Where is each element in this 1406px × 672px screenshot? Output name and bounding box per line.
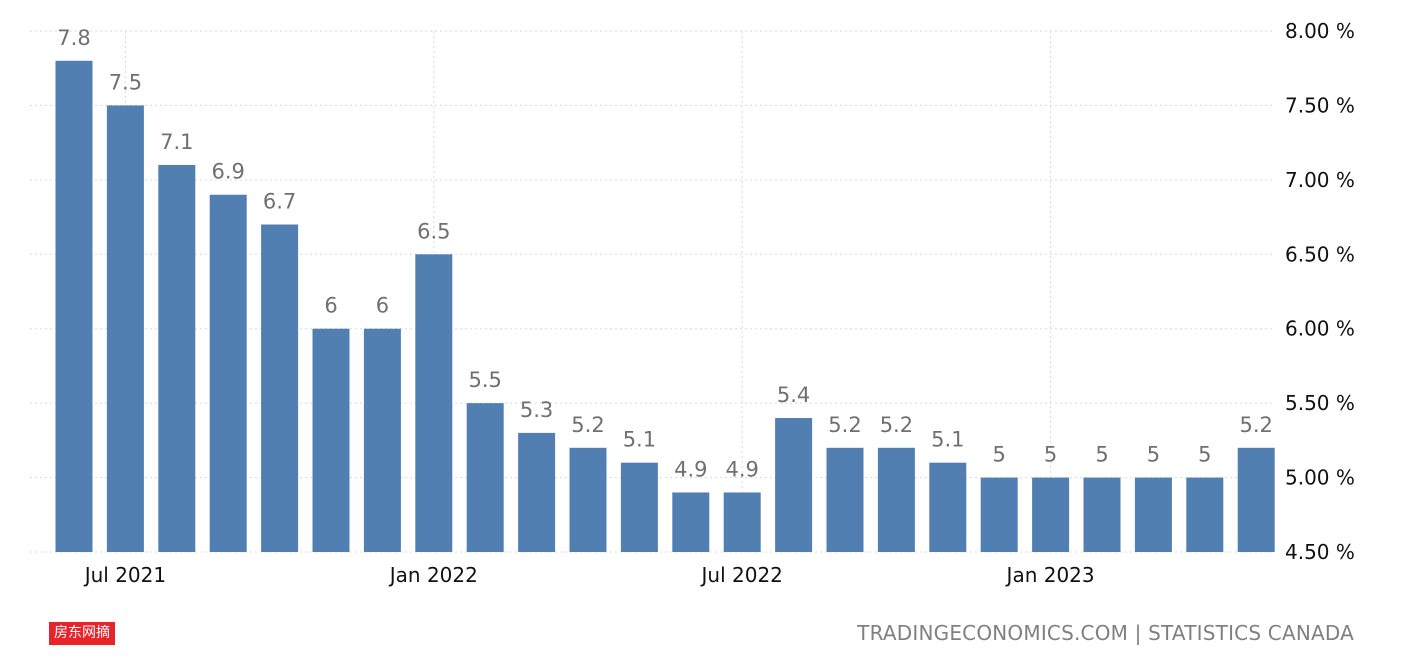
y-tick-label: 8.00 % [1285, 19, 1355, 43]
bar-value-label: 7.5 [109, 70, 142, 94]
bar-value-label: 6.5 [417, 219, 450, 243]
bar-value-label: 7.1 [160, 130, 193, 154]
bar [775, 418, 813, 552]
bar [261, 224, 299, 552]
bar [209, 194, 247, 552]
bar [569, 447, 607, 552]
bar [1134, 477, 1172, 552]
bar [929, 462, 967, 552]
bar-value-label: 6 [376, 294, 389, 318]
y-tick-label: 5.50 % [1285, 391, 1355, 415]
y-tick-label: 5.00 % [1285, 466, 1355, 490]
bar [518, 432, 556, 552]
x-tick-label: Jul 2022 [700, 563, 783, 587]
bar-value-label: 5.1 [931, 428, 964, 452]
bar [158, 164, 196, 552]
bar-value-label: 5 [1198, 443, 1211, 467]
watermark-badge: 房东网摘 [49, 622, 115, 645]
x-tick-label: Jul 2021 [83, 563, 166, 587]
bar-value-label: 6 [324, 294, 337, 318]
bar [466, 403, 504, 552]
bar-value-label: 4.9 [674, 457, 707, 481]
bar-value-label: 5.2 [1239, 413, 1272, 437]
bar [723, 492, 761, 552]
bar [826, 447, 864, 552]
bar-value-label: 5.5 [468, 368, 501, 392]
bar-value-label: 6.9 [211, 160, 244, 184]
bar [1083, 477, 1121, 552]
bar-value-labels: 7.8 7.5 7.1 6.9 6.7 6 6 6.5 5.5 5.3 5.2 5.1 4.9 4.9 5.… [57, 26, 1273, 482]
bar [1032, 477, 1070, 552]
bar [980, 477, 1018, 552]
bar-value-label: 5 [1147, 443, 1160, 467]
y-tick-label: 6.00 % [1285, 317, 1355, 341]
bar-value-label: 5.2 [828, 413, 861, 437]
bar-value-label: 6.7 [263, 190, 296, 214]
bar [620, 462, 658, 552]
bar-value-label: 5.2 [880, 413, 913, 437]
bar [1186, 477, 1224, 552]
y-tick-label: 6.50 % [1285, 242, 1355, 266]
bar-value-label: 5 [993, 443, 1006, 467]
bar-value-label: 4.9 [725, 457, 758, 481]
x-tick-label: Jan 2023 [1005, 563, 1095, 587]
bar [1237, 447, 1275, 552]
bar [877, 447, 915, 552]
bars [55, 60, 1275, 553]
bar-value-label: 5.4 [777, 383, 810, 407]
bar [55, 60, 93, 553]
bar-value-label: 5.2 [571, 413, 604, 437]
x-tick-label: Jan 2022 [388, 563, 478, 587]
bar-value-label: 5.3 [520, 398, 553, 422]
bar-value-label: 5 [1095, 443, 1108, 467]
bar-value-label: 5 [1044, 443, 1057, 467]
source-credit: TRADINGECONOMICS.COM | STATISTICS CANADA [857, 621, 1354, 645]
bar [312, 328, 350, 552]
bar [363, 328, 401, 552]
bar [415, 254, 453, 553]
y-tick-label: 7.50 % [1285, 93, 1355, 117]
bar [106, 105, 144, 552]
y-tick-label: 7.00 % [1285, 168, 1355, 192]
y-tick-label: 4.50 % [1285, 540, 1355, 564]
x-axis: Jul 2021 Jan 2022 Jul 2022 Jan 2023 [83, 563, 1095, 587]
bar-value-label: 7.8 [57, 26, 90, 50]
bar-value-label: 5.1 [623, 428, 656, 452]
bar [672, 492, 710, 552]
y-axis: 8.00 % 7.50 % 7.00 % 6.50 % 6.00 % 5.50 % 5.00… [1285, 19, 1355, 564]
